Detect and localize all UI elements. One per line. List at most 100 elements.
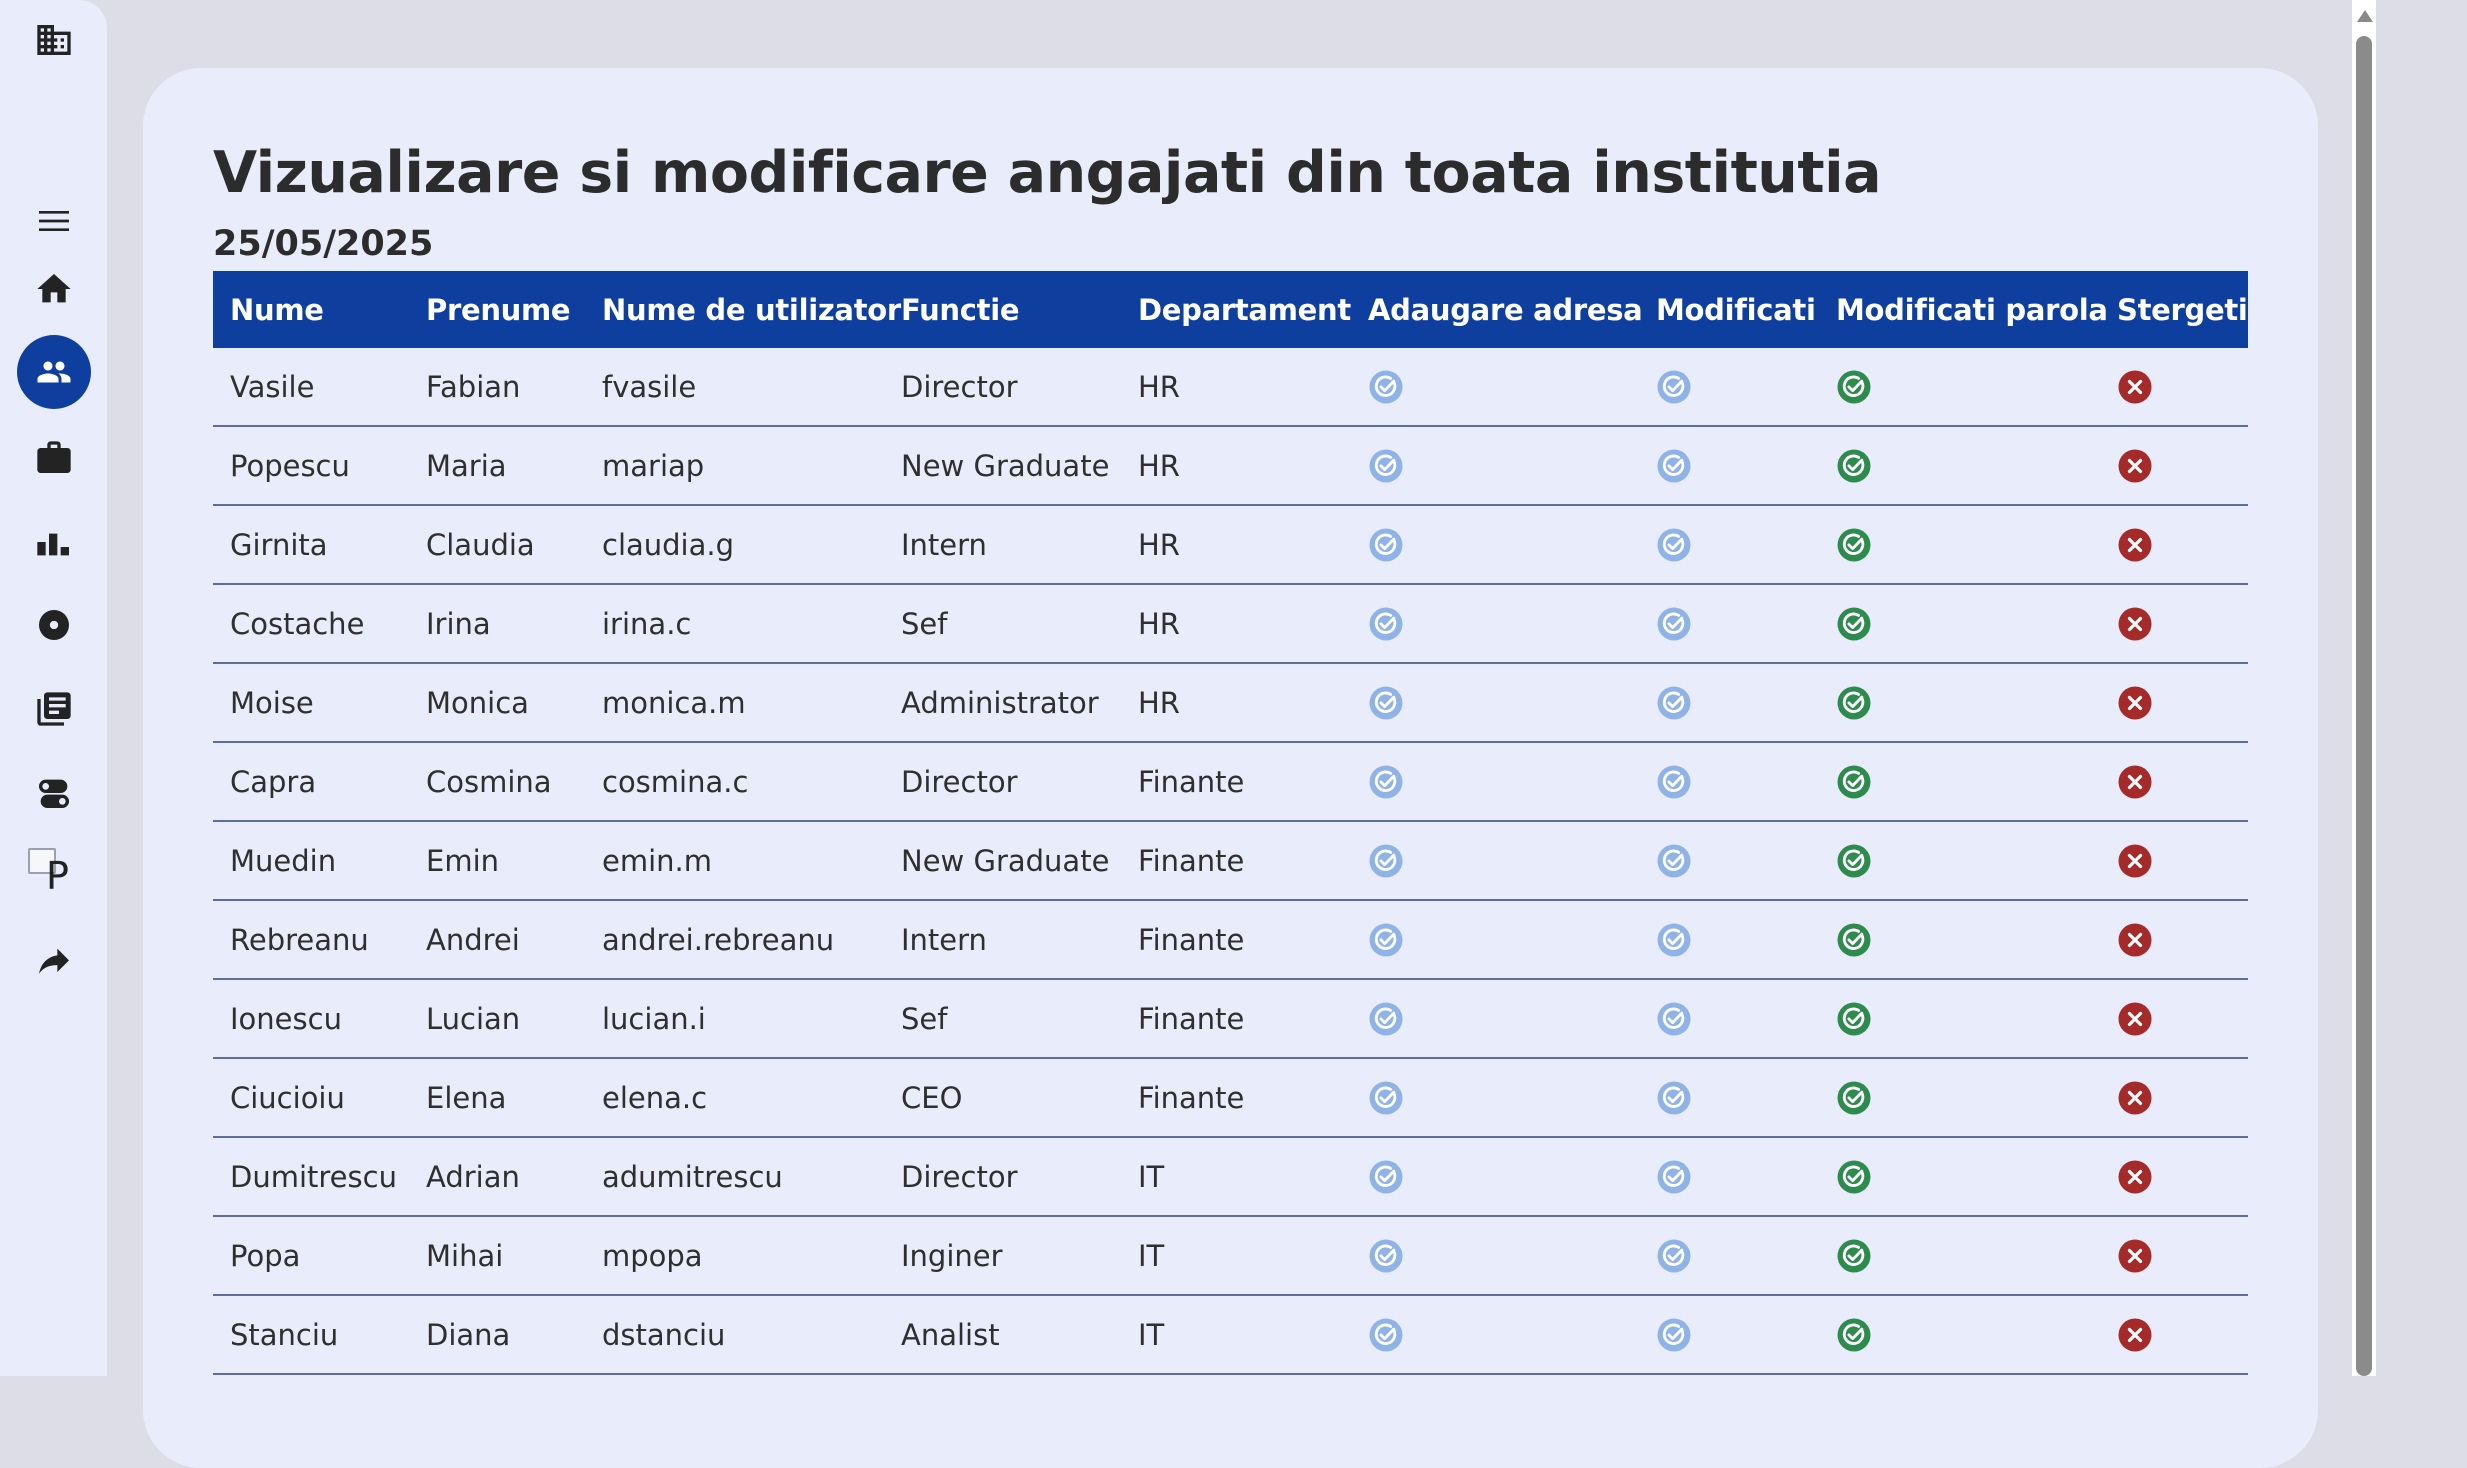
delete-x-icon[interactable] — [2117, 922, 2153, 958]
scroll-up-arrow-icon[interactable] — [2357, 10, 2373, 22]
edit-check-icon[interactable] — [1656, 527, 1692, 563]
action-cell — [1639, 505, 1819, 585]
cell-departament: IT — [1121, 1137, 1351, 1217]
action-cell — [2100, 821, 2248, 901]
delete-x-icon[interactable] — [2117, 1238, 2153, 1274]
toggles-icon[interactable] — [0, 757, 107, 829]
delete-x-icon[interactable] — [2117, 843, 2153, 879]
delete-x-icon[interactable] — [2117, 606, 2153, 642]
edit-check-icon[interactable] — [1656, 606, 1692, 642]
cell-functie: Director — [884, 742, 1121, 822]
share-arrow-icon[interactable] — [0, 926, 107, 998]
sidebar: P — [0, 0, 107, 1376]
cell-prenume: Diana — [409, 1295, 585, 1375]
add-address-check-icon[interactable] — [1368, 527, 1404, 563]
edit-password-check-icon[interactable] — [1836, 1080, 1872, 1116]
cell-prenume: Cosmina — [409, 742, 585, 822]
cell-prenume: Elena — [409, 1058, 585, 1138]
delete-x-icon[interactable] — [2117, 527, 2153, 563]
edit-password-check-icon[interactable] — [1836, 448, 1872, 484]
edit-check-icon[interactable] — [1656, 685, 1692, 721]
add-address-check-icon[interactable] — [1368, 1159, 1404, 1195]
add-address-check-icon[interactable] — [1368, 1238, 1404, 1274]
scrollbar-thumb[interactable] — [2356, 36, 2372, 1376]
add-address-check-icon[interactable] — [1368, 922, 1404, 958]
edit-check-icon[interactable] — [1656, 1159, 1692, 1195]
edit-check-icon[interactable] — [1656, 1317, 1692, 1353]
table-row: Girnita Claudia claudia.g Intern HR — [213, 505, 2248, 585]
action-cell — [1819, 1137, 2100, 1217]
broken-image-icon[interactable]: P — [24, 846, 84, 906]
table-row: Rebreanu Andrei andrei.rebreanu Intern Finan… — [213, 900, 2248, 980]
people-icon[interactable] — [0, 335, 107, 409]
delete-x-icon[interactable] — [2117, 1001, 2153, 1037]
edit-password-check-icon[interactable] — [1836, 1001, 1872, 1037]
edit-password-check-icon[interactable] — [1836, 922, 1872, 958]
edit-password-check-icon[interactable] — [1836, 1159, 1872, 1195]
home-icon[interactable] — [0, 253, 107, 325]
edit-password-check-icon[interactable] — [1836, 527, 1872, 563]
action-cell — [1351, 505, 1639, 585]
action-cell — [1639, 1216, 1819, 1296]
edit-check-icon[interactable] — [1656, 448, 1692, 484]
table-row: Popescu Maria mariap New Graduate HR — [213, 426, 2248, 506]
edit-password-check-icon[interactable] — [1836, 1317, 1872, 1353]
action-cell — [1351, 1058, 1639, 1138]
delete-x-icon[interactable] — [2117, 764, 2153, 800]
cell-functie: CEO — [884, 1058, 1121, 1138]
delete-x-icon[interactable] — [2117, 369, 2153, 405]
edit-check-icon[interactable] — [1656, 1080, 1692, 1116]
add-address-check-icon[interactable] — [1368, 1001, 1404, 1037]
action-cell — [1819, 1058, 2100, 1138]
action-cell — [1819, 584, 2100, 664]
action-cell — [2100, 1216, 2248, 1296]
action-cell — [1351, 663, 1639, 743]
building-icon[interactable] — [0, 4, 107, 76]
add-address-check-icon[interactable] — [1368, 843, 1404, 879]
add-address-check-icon[interactable] — [1368, 764, 1404, 800]
edit-password-check-icon[interactable] — [1836, 606, 1872, 642]
cell-prenume: Emin — [409, 821, 585, 901]
cell-departament: Finante — [1121, 1058, 1351, 1138]
delete-x-icon[interactable] — [2117, 685, 2153, 721]
cell-prenume: Claudia — [409, 505, 585, 585]
edit-check-icon[interactable] — [1656, 764, 1692, 800]
edit-password-check-icon[interactable] — [1836, 764, 1872, 800]
delete-x-icon[interactable] — [2117, 448, 2153, 484]
add-address-check-icon[interactable] — [1368, 1080, 1404, 1116]
add-address-check-icon[interactable] — [1368, 448, 1404, 484]
action-cell — [1639, 742, 1819, 822]
delete-x-icon[interactable] — [2117, 1080, 2153, 1116]
edit-check-icon[interactable] — [1656, 843, 1692, 879]
chat-icon[interactable] — [0, 673, 107, 745]
edit-check-icon[interactable] — [1656, 1238, 1692, 1274]
disc-icon[interactable] — [0, 589, 107, 661]
broken-image-frame — [28, 848, 56, 874]
cell-functie: Director — [884, 1137, 1121, 1217]
table-row: Moise Monica monica.m Administrator HR — [213, 663, 2248, 743]
bar-chart-icon[interactable] — [0, 506, 107, 578]
add-address-check-icon[interactable] — [1368, 606, 1404, 642]
delete-x-icon[interactable] — [2117, 1317, 2153, 1353]
cell-nume-de-utilizator: mpopa — [585, 1216, 884, 1296]
cell-prenume: Monica — [409, 663, 585, 743]
edit-check-icon[interactable] — [1656, 1001, 1692, 1037]
edit-password-check-icon[interactable] — [1836, 369, 1872, 405]
add-address-check-icon[interactable] — [1368, 369, 1404, 405]
edit-check-icon[interactable] — [1656, 369, 1692, 405]
edit-password-check-icon[interactable] — [1836, 843, 1872, 879]
action-cell — [2100, 663, 2248, 743]
action-cell — [2100, 348, 2248, 427]
action-cell — [1639, 584, 1819, 664]
edit-password-check-icon[interactable] — [1836, 685, 1872, 721]
edit-password-check-icon[interactable] — [1836, 1238, 1872, 1274]
delete-x-icon[interactable] — [2117, 1159, 2153, 1195]
action-cell — [1351, 821, 1639, 901]
edit-check-icon[interactable] — [1656, 922, 1692, 958]
menu-icon[interactable] — [0, 185, 107, 257]
add-address-check-icon[interactable] — [1368, 685, 1404, 721]
add-address-check-icon[interactable] — [1368, 1317, 1404, 1353]
cell-nume: Capra — [213, 742, 409, 822]
briefcase-icon[interactable] — [0, 422, 107, 494]
action-cell — [1639, 426, 1819, 506]
